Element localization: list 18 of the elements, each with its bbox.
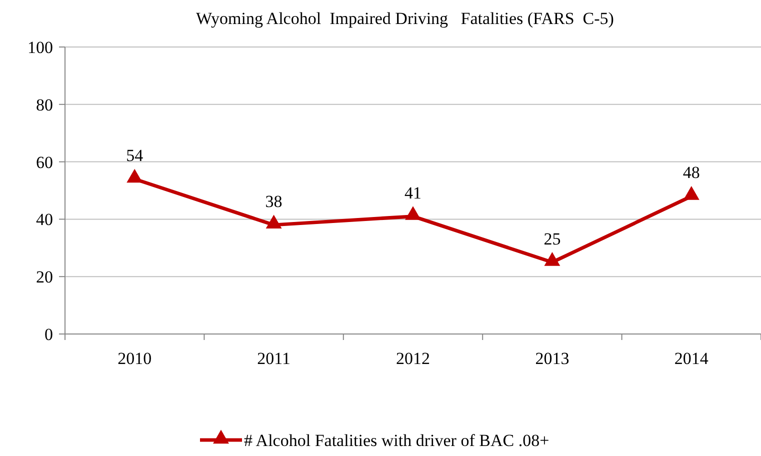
y-tick-label: 60 (36, 152, 53, 172)
x-tick-label: 2012 (396, 349, 430, 368)
data-label: 25 (544, 229, 561, 248)
y-tick-label: 0 (44, 324, 53, 344)
data-label: 38 (265, 192, 282, 211)
x-tick-label: 2010 (118, 349, 152, 368)
x-tick-label: 2013 (535, 349, 570, 368)
data-label: 48 (682, 163, 700, 182)
x-tick-label: 2014 (674, 349, 709, 368)
data-label: 54 (126, 146, 144, 166)
y-tick-label: 80 (36, 95, 53, 114)
data-label: 41 (404, 183, 422, 202)
y-tick-label: 40 (36, 210, 53, 230)
y-tick-label: 20 (36, 268, 53, 287)
chart-title: Wyoming Alcohol Impaired Driving Fatalities (FARS C-5) (196, 9, 614, 28)
legend-label: # Alcohol Fatalities with driver of BAC .08+ (244, 430, 550, 450)
x-tick-label: 2011 (257, 349, 290, 368)
y-tick-label: 100 (28, 38, 53, 57)
